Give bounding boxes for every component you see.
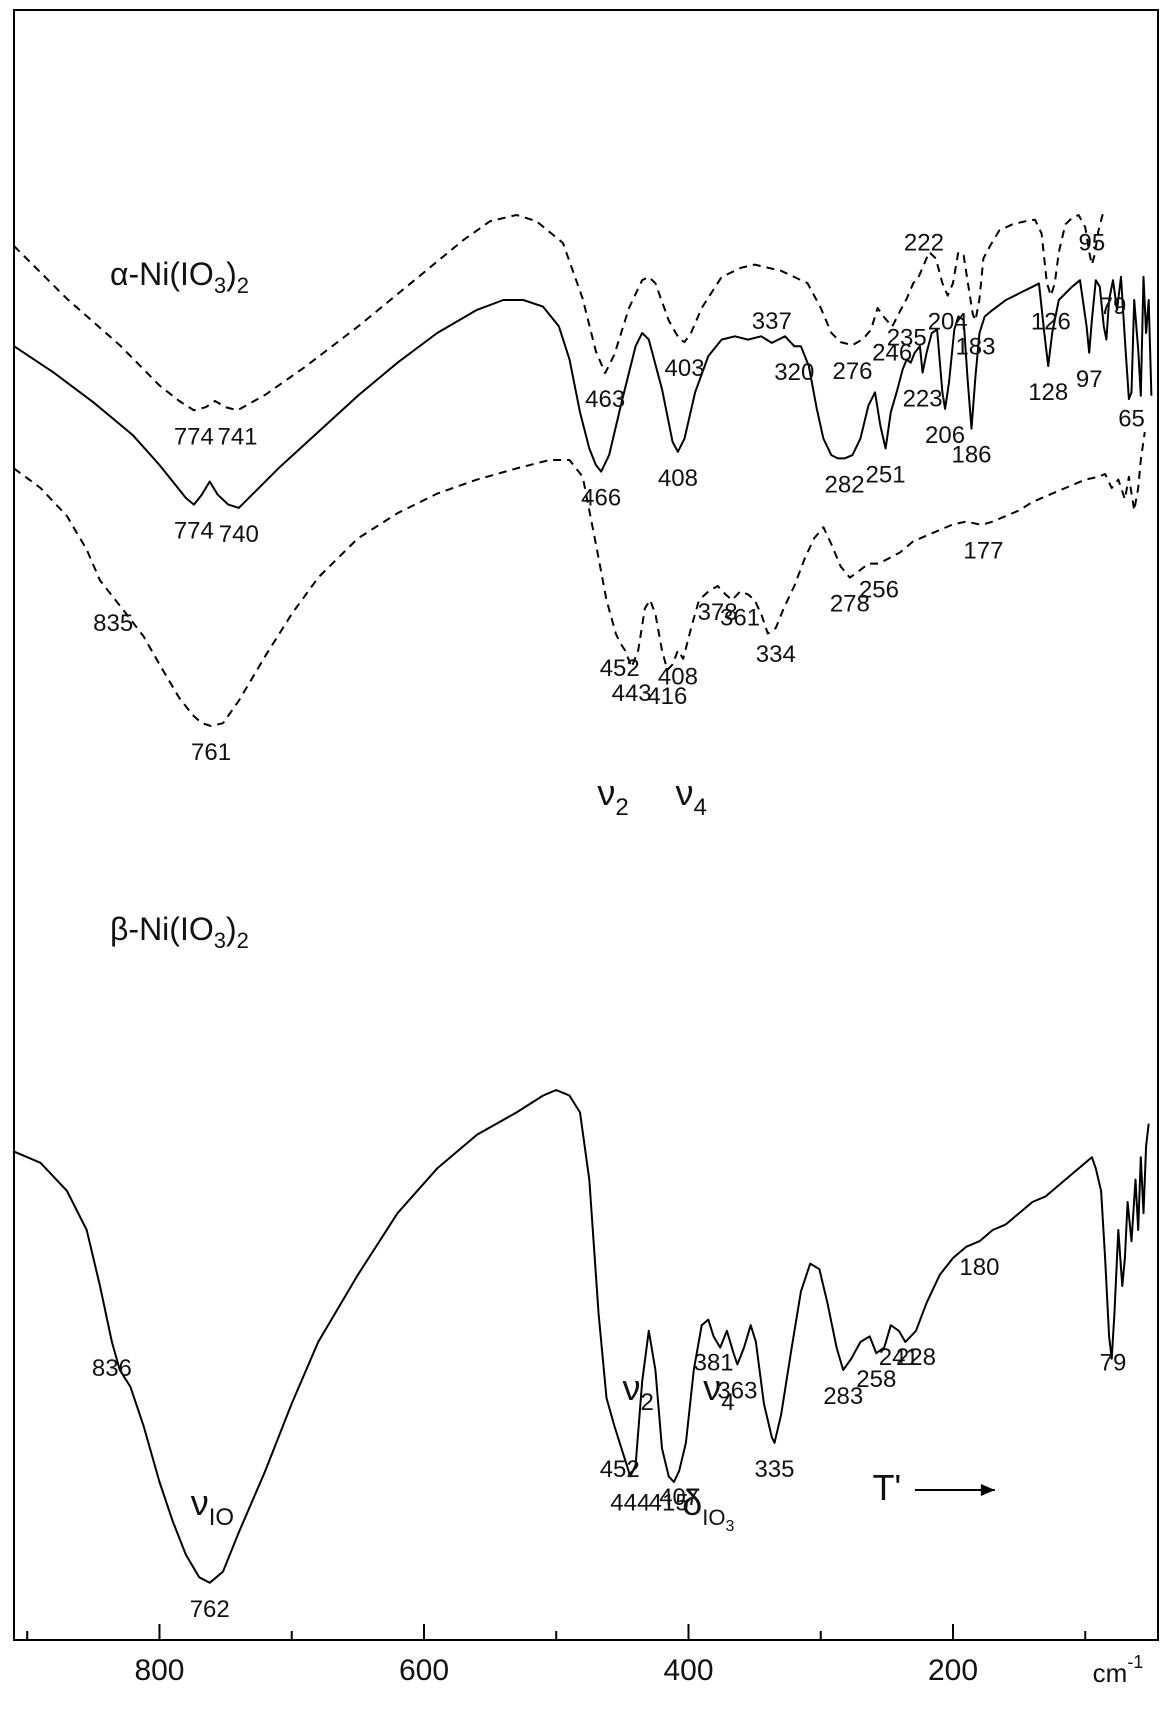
peak-label: 762 [190,1596,230,1623]
peak-label: 363 [717,1377,757,1404]
spectrum-solid-line [13,1089,1150,1584]
band-annotations: ν2 ν4 ν2 ν4 νIO δIO3 T' [191,772,995,1535]
peak-label: 258 [856,1366,896,1393]
peak-label: 337 [752,308,792,335]
peak-label: 241 [879,1344,919,1371]
x-axis: 800 600 400 200 cm-1 [26,1624,1144,1688]
x-tick-label: 200 [928,1654,978,1687]
peak-label: 378 [698,599,738,626]
peak-label: 276 [832,358,872,385]
peak-label: 177 [963,537,1003,564]
peak-label: 407 [659,1484,699,1511]
band-annotation: δIO3 [682,1482,734,1535]
peak-label: 415 [649,1489,689,1516]
arrow-head-icon [980,1484,995,1496]
band-annotation: ν4 [675,772,706,821]
peak-label: 186 [951,442,991,469]
peak-label: 361 [720,605,760,632]
peak-label: 79 [1100,293,1127,320]
spectrum-dashed-line [13,431,1146,727]
peak-label: 95 [1079,230,1106,257]
peak-label: 443 [612,680,652,707]
spectrum-solid-line [13,275,1153,509]
peak-label: 246 [872,340,912,367]
peak-label: 774 [174,518,214,545]
peak-label: 740 [219,521,259,548]
peak-label: 228 [896,1344,936,1371]
band-annotation: ν2 [623,1367,654,1416]
peak-label: 381 [694,1349,734,1376]
peak-label: 180 [959,1254,999,1281]
peak-label: 126 [1031,309,1071,336]
peak-label: 741 [217,423,257,450]
peak-label: 204 [928,309,968,336]
peak-label: 835 [93,610,133,637]
x-tick-label: 400 [663,1654,713,1687]
peak-label: 65 [1118,405,1145,432]
peak-label: 761 [191,739,231,766]
x-axis-unit: cm-1 [1093,1652,1144,1688]
peak-label: 206 [925,422,965,449]
peak-label: 223 [903,386,943,413]
series-label: β-Ni(IO3)2 [110,911,249,953]
peak-label: 452 [600,655,640,682]
peak-label: 334 [756,641,796,668]
band-annotation: νIO [191,1482,234,1531]
peak-label: 222 [904,230,944,257]
band-annotation: ν2 [597,772,628,821]
x-tick-label: 800 [134,1654,184,1687]
peak-label: 251 [866,462,906,489]
band-annotation: T' [872,1467,901,1508]
peak-label: 836 [92,1355,132,1382]
peak-label: 466 [581,485,621,512]
peak-label: 79 [1100,1349,1127,1376]
peak-label: 335 [754,1456,794,1483]
peak-label: 408 [658,663,698,690]
x-tick-label: 600 [399,1654,449,1687]
peak-label: 452 [600,1456,640,1483]
peak-label: 416 [647,683,687,710]
peak-label: 183 [955,333,995,360]
peak-label: 403 [665,355,705,382]
peak-label: 444 [610,1489,650,1516]
spectrum-dashed-line [13,214,1107,412]
peak-label: 320 [774,359,814,386]
peak-label: 282 [825,471,865,498]
series-labels: α-Ni(IO3)2 β-Ni(IO3)2 [110,256,249,953]
series-label: α-Ni(IO3)2 [110,256,249,298]
peak-label: 774 [174,423,214,450]
peak-label: 408 [658,465,698,492]
spectra-series [13,214,1153,1584]
peak-label: 283 [823,1383,863,1410]
peak-label: 256 [859,577,899,604]
peak-label: 128 [1028,379,1068,406]
peak-label: 235 [887,324,927,351]
peak-label: 97 [1076,366,1103,393]
peak-label: 278 [830,591,870,618]
plot-frame [13,9,1159,1641]
band-annotation: ν4 [703,1367,734,1416]
peak-label: 463 [585,386,625,413]
